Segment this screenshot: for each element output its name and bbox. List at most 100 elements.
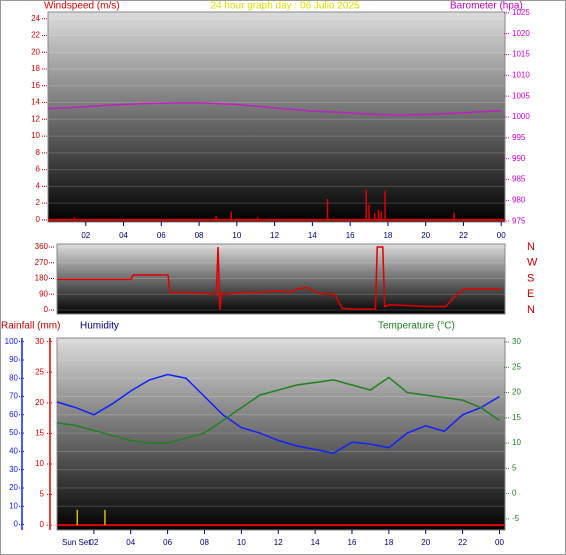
plot-area: [56, 337, 506, 531]
y2-tick-label: 1010: [512, 70, 530, 79]
y-tick-label: 80: [9, 373, 18, 382]
y2-tick-label: 985: [512, 175, 526, 184]
y-tick-label: 180: [35, 274, 49, 283]
x-tick-label: 00: [497, 231, 506, 240]
bar: [215, 215, 217, 220]
y2-tick-label: 1005: [512, 91, 530, 100]
y3-tick-label: 5: [40, 490, 45, 499]
y-tick-label: 20: [9, 483, 18, 492]
y-tick-label: 16: [31, 81, 40, 90]
y-tick-label: 90: [39, 289, 48, 298]
x-tick-label: 06: [163, 538, 172, 547]
y-tick-label: 270: [35, 258, 49, 267]
y2-tick-label: N: [527, 304, 535, 316]
y2-tick-label: N: [527, 241, 535, 253]
x-tick-label: 14: [311, 538, 320, 547]
y-tick-label: 18: [31, 64, 40, 73]
y2-tick-label: 10: [512, 438, 521, 447]
x-tick-label: 18: [383, 231, 392, 240]
y-tick-label: 4: [36, 181, 41, 190]
x-tick-label: 04: [119, 231, 128, 240]
bar: [76, 509, 79, 526]
bar: [373, 213, 376, 220]
bar: [368, 204, 370, 220]
x-tick-label: 08: [195, 231, 204, 240]
bar: [73, 217, 76, 220]
bar: [377, 209, 380, 220]
bar: [380, 211, 383, 220]
x-tick-label: 10: [237, 538, 246, 547]
y-axis-label: Humidity: [80, 321, 119, 332]
y2-tick-label: 15: [512, 413, 521, 422]
y2-tick-label: 30: [512, 337, 521, 346]
y3-tick-label: 20: [35, 398, 44, 407]
y2-tick-label: 975: [512, 216, 526, 225]
y-axis-label: Windspeed (m/s): [44, 1, 120, 12]
x-tick-label: 08: [200, 538, 209, 547]
x-tick-label: 20: [421, 538, 430, 547]
y-tick-label: 14: [31, 98, 40, 107]
y-tick-label: 20: [31, 47, 40, 56]
plot-area: [47, 11, 506, 223]
x-tick-label: 02: [81, 231, 90, 240]
line: [56, 373, 500, 454]
line: [57, 246, 502, 311]
annotation: Sun Set: [62, 538, 91, 547]
y-tick-label: 60: [9, 410, 18, 419]
y-tick-label: 40: [9, 446, 18, 455]
y2-tick-label: 5: [512, 463, 517, 472]
line: [56, 376, 500, 444]
y2-tick-label: 25: [512, 362, 521, 371]
y-tick-label: 10: [31, 131, 40, 140]
y-tick-label: 100: [5, 337, 19, 346]
x-tick-label: 16: [348, 538, 357, 547]
y2-tick-label: 1015: [512, 50, 530, 59]
y-tick-label: 50: [9, 428, 18, 437]
y2-tick-label: 980: [512, 195, 526, 204]
y2-tick-label: 990: [512, 154, 526, 163]
y-tick-label: 70: [9, 392, 18, 401]
bar: [365, 189, 367, 220]
y3-tick-label: 10: [35, 459, 44, 468]
line: [47, 102, 502, 116]
x-tick-label: 12: [274, 538, 283, 547]
x-tick-label: 10: [232, 231, 241, 240]
bar: [230, 211, 232, 220]
bar: [326, 198, 329, 220]
y-tick-label: 360: [35, 242, 49, 251]
y-tick-label: 2: [36, 198, 41, 207]
y2-tick-label: 1025: [512, 8, 530, 17]
y2-tick-label: 995: [512, 133, 526, 142]
y2-tick-label: 1020: [512, 29, 530, 38]
x-tick-label: 14: [308, 231, 317, 240]
y2-tick-label: -5: [512, 514, 520, 523]
bar: [453, 212, 455, 220]
y-tick-label: 24: [31, 14, 40, 23]
y2-tick-label: 1000: [512, 112, 530, 121]
y3-axis-label: Rainfall (mm): [1, 321, 60, 332]
bar: [256, 217, 259, 220]
x-tick-label: 04: [126, 538, 135, 547]
y2-tick-label: 20: [512, 388, 521, 397]
y-tick-label: 12: [31, 114, 40, 123]
y-tick-label: 22: [31, 31, 40, 40]
x-tick-label: 20: [421, 231, 430, 240]
y2-axis-label: Temperature (°C): [378, 321, 455, 332]
y2-tick-label: S: [527, 272, 534, 284]
y-tick-label: 30: [9, 465, 18, 474]
y2-tick-label: 0: [512, 489, 517, 498]
y2-tick-label: W: [527, 257, 538, 269]
x-tick-label: 12: [270, 231, 279, 240]
x-tick-label: 22: [459, 231, 468, 240]
y-tick-label: 0: [14, 520, 19, 529]
y2-tick-label: E: [527, 288, 534, 300]
y3-tick-label: 25: [35, 367, 44, 376]
x-tick-label: 06: [157, 231, 166, 240]
y-tick-label: 0: [36, 215, 41, 224]
x-tick-label: 02: [89, 538, 98, 547]
x-tick-label: 16: [346, 231, 355, 240]
y3-tick-label: 0: [40, 520, 45, 529]
bar: [104, 509, 106, 526]
y-tick-label: 6: [36, 165, 41, 174]
